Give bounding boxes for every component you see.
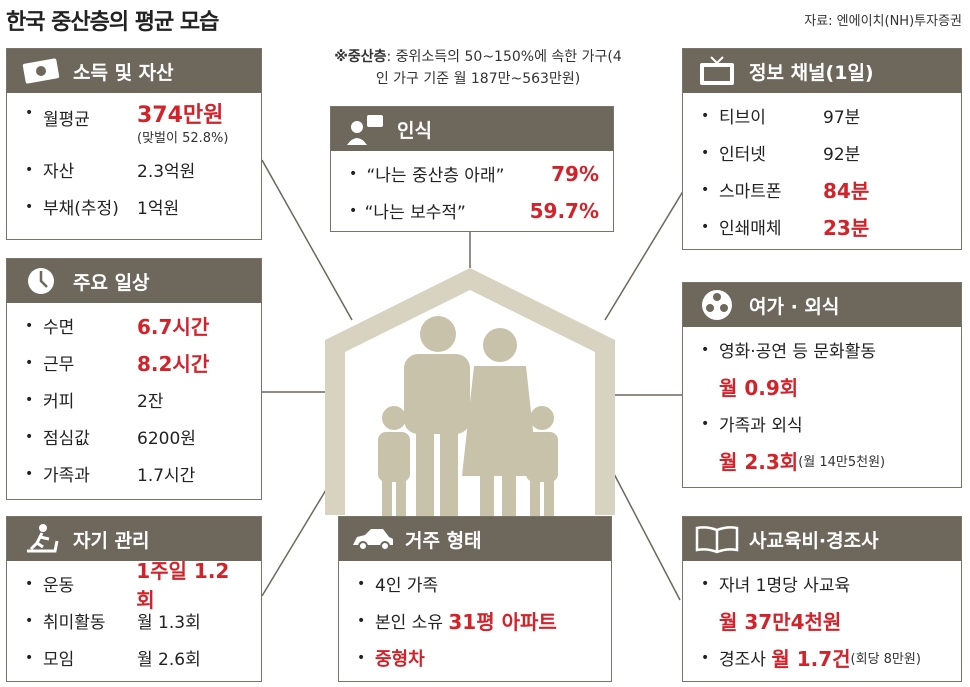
housing-header-label: 거주 형태 xyxy=(405,529,482,552)
income-assets-box: 소득 및 자산 • 월평균 374만원 (맞벌이 52.8%) • 자산 2.3억원 •… xyxy=(6,48,262,240)
list-item: • 경조사 월 1.7건 (회당 8만원) xyxy=(701,647,921,671)
list-item-value: 월 0.9회 xyxy=(719,376,799,400)
list-item: • 자녀 1명당 사교육 xyxy=(701,575,851,597)
daily-life-box: 주요 일상 • 수면 6.7시간 • 근무 8.2시간 • 커피 2잔 • 점심값 6200원 … xyxy=(6,258,262,500)
daily-header-label: 주요 일상 xyxy=(73,271,150,294)
edu-header-label: 사교육비·경조사 xyxy=(749,529,879,552)
media-header: 정보 채널(1일) xyxy=(683,49,961,93)
list-item: • 모임 월 2.6회 xyxy=(25,649,201,671)
leisure-box: 여가 · 외식 • 영화·공연 등 문화활동 월 0.9회 • 가족과 외식 월 2… xyxy=(682,282,962,488)
list-item: • 영화·공연 등 문화활동 xyxy=(701,341,876,363)
list-item: • 티브이 97분 xyxy=(701,107,861,129)
perception-header-label: 인식 xyxy=(397,119,432,142)
list-item: • “나는 보수적” 59.7% xyxy=(349,198,599,224)
list-item: • 근무 8.2시간 xyxy=(25,352,210,376)
list-item: • 4인 가족 xyxy=(357,575,439,597)
media-box: 정보 채널(1일) • 티브이 97분 • 인터넷 92분 • 스마트폰 84분 • 인쇄매체… xyxy=(682,48,962,250)
list-item: • 중형차 xyxy=(357,648,425,670)
list-item: • 운동 1주일 1.2회 xyxy=(25,558,230,612)
list-item: • 인쇄매체 23분 xyxy=(701,216,870,240)
self-management-box: 자기 관리 • 운동 1주일 1.2회 • 취미활동 월 1.3회 • 모임 월 2.6회 xyxy=(6,516,262,682)
tv-icon xyxy=(695,55,739,87)
list-item: • 월평균 374만원 (맞벌이 52.8%) xyxy=(25,103,229,147)
housing-header: 거주 형태 xyxy=(339,517,611,561)
list-item: • “나는 중산층 아래” 79% xyxy=(349,161,599,187)
page-title: 한국 중산층의 평균 모습 xyxy=(6,10,219,35)
media-header-label: 정보 채널(1일) xyxy=(749,61,874,84)
money-icon xyxy=(19,55,63,87)
list-item: • 부채(추정) 1억원 xyxy=(25,198,180,220)
list-item-value: 월 37만4천원 xyxy=(719,610,842,634)
self-header-label: 자기 관리 xyxy=(73,529,150,552)
note-text: : 중위소득의 50~150%에 속한 가구(4인 가구 기준 월 187만~5… xyxy=(375,49,622,87)
note-label: ※중산층 xyxy=(334,49,387,65)
source-text: 자료: 엔에이치(NH)투자증권 xyxy=(804,14,962,29)
leisure-header: 여가 · 외식 xyxy=(683,283,961,327)
income-header-label: 소득 및 자산 xyxy=(73,61,174,84)
edu-header: 사교육비·경조사 xyxy=(683,517,961,561)
list-item-value: 월 2.3회 (월 14만5천원) xyxy=(719,450,886,474)
income-header: 소득 및 자산 xyxy=(7,49,261,93)
list-item: • 자산 2.3억원 xyxy=(25,161,196,183)
list-item: • 인터넷 92분 xyxy=(701,144,861,166)
book-icon xyxy=(695,523,739,555)
person-speech-icon xyxy=(343,113,387,145)
list-item: • 커피 2잔 xyxy=(25,391,164,413)
list-item: • 점심값 6200원 xyxy=(25,428,196,450)
self-header: 자기 관리 xyxy=(7,517,261,561)
leisure-header-label: 여가 · 외식 xyxy=(749,295,840,318)
education-box: 사교육비·경조사 • 자녀 1명당 사교육 월 37만4천원 • 경조사 월 1.7… xyxy=(682,516,962,682)
film-reel-icon xyxy=(695,289,739,321)
perception-header: 인식 xyxy=(331,107,613,151)
list-item: • 취미활동 월 1.3회 xyxy=(25,612,201,634)
clock-icon xyxy=(19,265,63,297)
perception-box: 인식 • “나는 중산층 아래” 79% • “나는 보수적” 59.7% xyxy=(330,106,614,232)
housing-box: 거주 형태 • 4인 가족 • 본인 소유 31평 아파트 • 중형차 xyxy=(338,516,612,682)
list-item: • 가족과 외식 xyxy=(701,415,803,437)
daily-header: 주요 일상 xyxy=(7,259,261,303)
car-icon xyxy=(351,523,395,555)
list-item: • 가족과 1.7시간 xyxy=(25,465,196,487)
middle-class-note: ※중산층: 중위소득의 50~150%에 속한 가구(4인 가구 기준 월 18… xyxy=(328,46,628,90)
treadmill-icon xyxy=(19,523,63,555)
list-item: • 수면 6.7시간 xyxy=(25,315,210,339)
list-item: • 스마트폰 84분 xyxy=(701,179,870,203)
list-item: • 본인 소유 31평 아파트 xyxy=(357,610,557,634)
